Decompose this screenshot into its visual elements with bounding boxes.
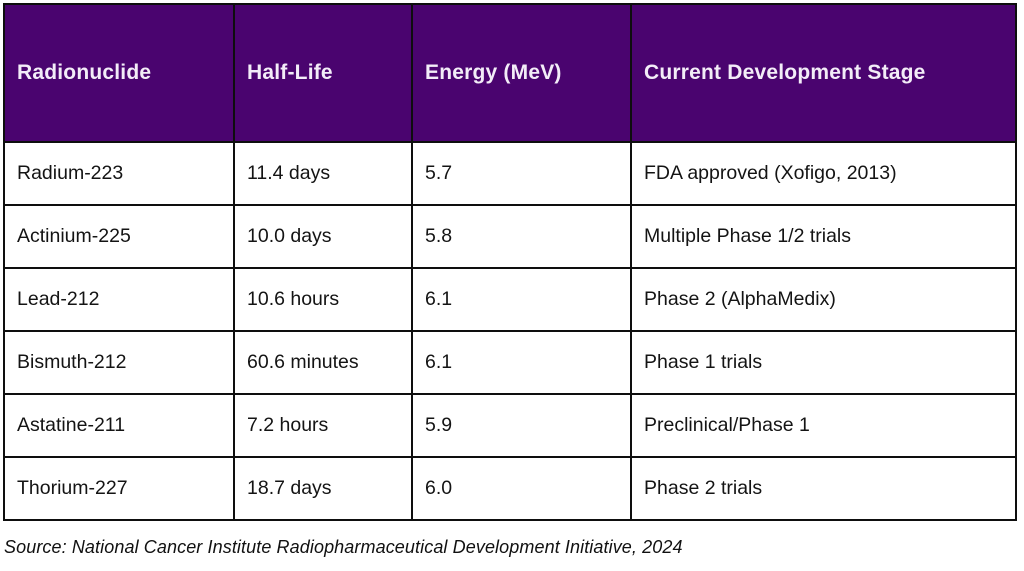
table-body: Radium-223 11.4 days 5.7 FDA approved (X… — [3, 141, 1017, 521]
cell-radionuclide: Radium-223 — [3, 141, 235, 206]
radionuclide-table: Radionuclide Half-Life Energy (MeV) Curr… — [3, 3, 1017, 521]
cell-half-life: 7.2 hours — [233, 393, 413, 458]
cell-energy: 5.8 — [411, 204, 632, 269]
column-header-half-life: Half-Life — [233, 3, 413, 143]
table-row: Bismuth-212 60.6 minutes 6.1 Phase 1 tri… — [3, 330, 1017, 395]
cell-half-life: 60.6 minutes — [233, 330, 413, 395]
cell-energy: 6.1 — [411, 267, 632, 332]
table-container: Radionuclide Half-Life Energy (MeV) Curr… — [3, 3, 1017, 521]
cell-development-stage: Phase 2 trials — [630, 456, 1017, 521]
source-note: Source: National Cancer Institute Radiop… — [4, 537, 683, 557]
cell-energy: 5.7 — [411, 141, 632, 206]
cell-radionuclide: Actinium-225 — [3, 204, 235, 269]
cell-radionuclide: Bismuth-212 — [3, 330, 235, 395]
cell-half-life: 10.6 hours — [233, 267, 413, 332]
cell-half-life: 18.7 days — [233, 456, 413, 521]
cell-energy: 6.0 — [411, 456, 632, 521]
cell-energy: 5.9 — [411, 393, 632, 458]
cell-development-stage: Phase 1 trials — [630, 330, 1017, 395]
column-header-radionuclide: Radionuclide — [3, 3, 235, 143]
cell-development-stage: Multiple Phase 1/2 trials — [630, 204, 1017, 269]
table-row: Thorium-227 18.7 days 6.0 Phase 2 trials — [3, 456, 1017, 521]
column-header-energy: Energy (MeV) — [411, 3, 632, 143]
cell-radionuclide: Lead-212 — [3, 267, 235, 332]
cell-radionuclide: Astatine-211 — [3, 393, 235, 458]
cell-half-life: 10.0 days — [233, 204, 413, 269]
column-header-development-stage: Current Development Stage — [630, 3, 1017, 143]
cell-radionuclide: Thorium-227 — [3, 456, 235, 521]
cell-energy: 6.1 — [411, 330, 632, 395]
table-header: Radionuclide Half-Life Energy (MeV) Curr… — [3, 3, 1017, 143]
table-row: Lead-212 10.6 hours 6.1 Phase 2 (AlphaMe… — [3, 267, 1017, 332]
cell-development-stage: Phase 2 (AlphaMedix) — [630, 267, 1017, 332]
table-row: Actinium-225 10.0 days 5.8 Multiple Phas… — [3, 204, 1017, 269]
table-row: Astatine-211 7.2 hours 5.9 Preclinical/P… — [3, 393, 1017, 458]
table-row: Radium-223 11.4 days 5.7 FDA approved (X… — [3, 141, 1017, 206]
header-row: Radionuclide Half-Life Energy (MeV) Curr… — [3, 3, 1017, 143]
cell-half-life: 11.4 days — [233, 141, 413, 206]
cell-development-stage: FDA approved (Xofigo, 2013) — [630, 141, 1017, 206]
cell-development-stage: Preclinical/Phase 1 — [630, 393, 1017, 458]
